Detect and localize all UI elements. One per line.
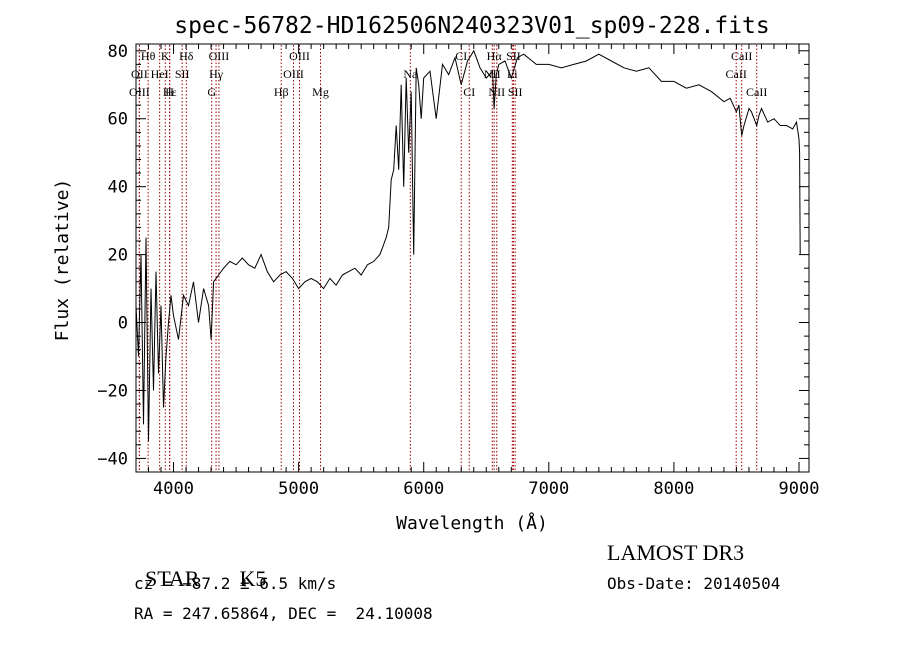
emission-line-label: HeI <box>151 67 169 81</box>
emission-line-label: K <box>161 49 170 63</box>
emission-line-label: OIII <box>289 49 310 63</box>
emission-line-markers <box>138 45 758 471</box>
x-tick-label: 6000 <box>403 479 444 499</box>
x-tick-label: 4000 <box>153 479 194 499</box>
emission-line-label: Hδ <box>179 49 194 63</box>
emission-line-label: CaII <box>726 67 747 81</box>
emission-line-label: Hα <box>487 49 503 63</box>
emission-line-label: Hβ <box>274 85 289 99</box>
y-tick-label: 80 <box>108 42 128 62</box>
x-tick-label: 5000 <box>278 479 319 499</box>
x-tick-label: 8000 <box>653 479 694 499</box>
y-tick-label: 0 <box>118 314 128 334</box>
x-axis-ticks: 4000 5000 6000 7000 8000 9000 <box>135 44 820 499</box>
emission-line-label: CaII <box>746 85 767 99</box>
emission-line-label: SII <box>175 67 190 81</box>
x-tick-label: 7000 <box>528 479 569 499</box>
plot-frame <box>135 43 810 473</box>
emission-line-label: SII <box>506 49 521 63</box>
y-axis-label: Flux (relative) <box>52 179 73 342</box>
emission-line-label: OII <box>131 67 148 81</box>
emission-line-label: G <box>207 85 216 99</box>
emission-line-label: H <box>165 85 174 99</box>
cz-value: cz = −87.2 ± 6.5 km/s <box>134 574 337 593</box>
emission-line-label: OIII <box>283 67 304 81</box>
emission-line-label: Na <box>403 67 418 81</box>
survey-label: LAMOST DR3 <box>607 540 745 565</box>
subclass-label: K5 <box>239 566 267 591</box>
emission-line-label: OIII <box>209 49 230 63</box>
spectrum-series <box>135 49 801 442</box>
emission-line-label: CI <box>463 85 475 99</box>
emission-line-label: CaII <box>731 49 752 63</box>
emission-line-label: NII <box>488 85 505 99</box>
obs-date: Obs-Date: 20140504 <box>607 574 781 593</box>
class-label: STAR <box>145 566 200 591</box>
y-tick-label: −20 <box>97 381 128 401</box>
y-tick-label: 40 <box>108 178 128 198</box>
x-tick-label: 9000 <box>779 479 820 499</box>
chart-title: spec-56782-HD162506N240323V01_sp09-228.f… <box>174 13 769 39</box>
y-tick-label: 20 <box>108 246 128 266</box>
emission-line-label: Hγ <box>209 67 224 81</box>
emission-line-label: CI <box>455 49 467 63</box>
emission-line-label: SII <box>508 85 523 99</box>
emission-line-label: Hε <box>163 85 177 99</box>
object-class: STAR K5 <box>134 540 266 592</box>
emission-line-label: Mg <box>312 85 329 99</box>
y-axis-ticks: −40 −20 0 20 40 60 80 <box>97 42 809 473</box>
ra-dec: RA = 247.65864, DEC = 24.10008 <box>134 604 433 623</box>
emission-line-label: Hθ <box>141 49 156 63</box>
y-tick-label: 60 <box>108 110 128 130</box>
y-tick-label: −40 <box>97 449 128 469</box>
x-axis-label: Wavelength (Å) <box>396 512 548 534</box>
